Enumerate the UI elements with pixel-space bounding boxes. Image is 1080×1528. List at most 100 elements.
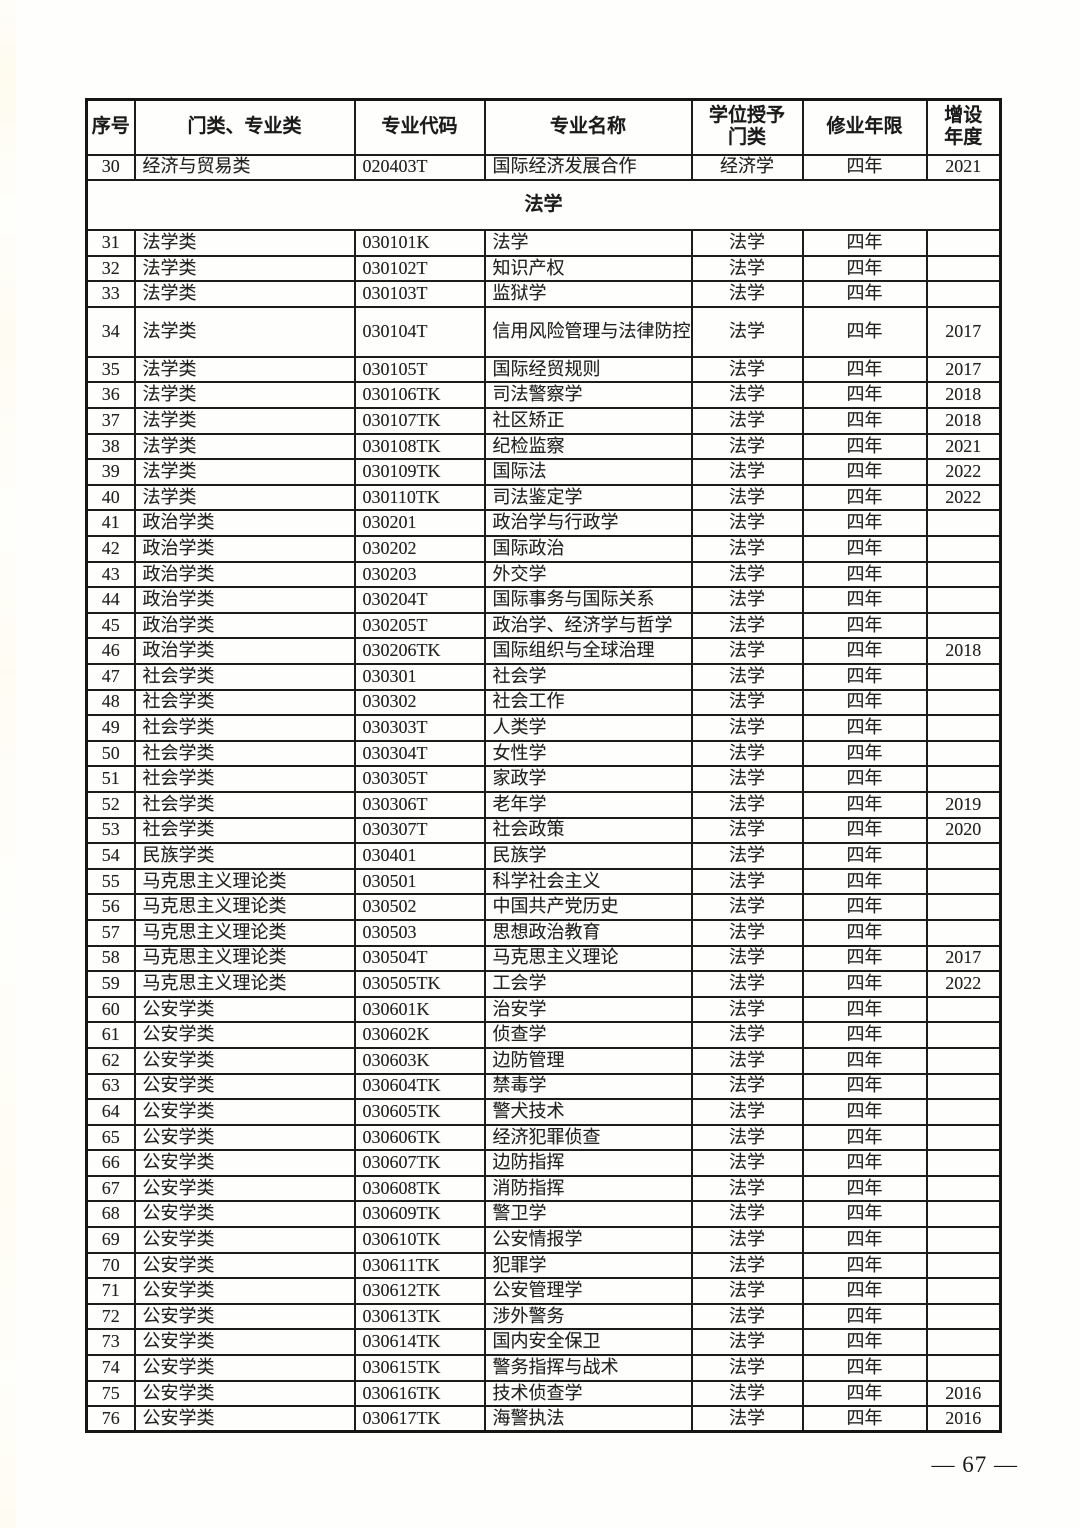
cell-major-code: 030608TK — [353, 1174, 486, 1203]
cell-major-name: 海警执法 — [483, 1405, 693, 1433]
cell-major-code: 030607TK — [353, 1149, 486, 1177]
cell-major-name: 知识产权 — [483, 254, 693, 283]
cell-major-code: 030206TK — [353, 637, 486, 665]
cell-category: 马克思主义理论类 — [133, 893, 356, 921]
table-row: 59 马克思主义理论类 030505TK 工会学 法学 四年 2022 — [85, 970, 1002, 998]
cell-serial-number: 57 — [85, 918, 136, 947]
cell-category: 公安学类 — [133, 995, 356, 1024]
cell-category: 社会学类 — [133, 688, 356, 717]
cell-major-name: 政治学与行政学 — [483, 509, 693, 538]
cell-study-duration: 四年 — [801, 1149, 928, 1177]
cell-year-added — [925, 1200, 1002, 1229]
table-row: 71 公安学类 030612TK 公安管理学 法学 四年 — [85, 1277, 1002, 1305]
cell-major-name: 经济犯罪侦查 — [483, 1123, 693, 1152]
cell-degree-category: 法学 — [690, 381, 804, 410]
table-row: 66 公安学类 030607TK 边防指挥 法学 四年 — [85, 1149, 1002, 1177]
cell-year-added: 2016 — [925, 1405, 1002, 1433]
cell-category: 法学类 — [133, 381, 356, 410]
cell-major-code: 030605TK — [353, 1098, 486, 1126]
cell-year-added: 2016 — [925, 1379, 1002, 1408]
cell-major-code: 030305T — [353, 765, 486, 793]
cell-category: 社会学类 — [133, 714, 356, 742]
cell-category: 政治学类 — [133, 637, 356, 665]
cell-major-name: 司法警察学 — [483, 381, 693, 410]
cell-study-duration: 四年 — [801, 1174, 928, 1203]
cell-major-name: 禁毒学 — [483, 1072, 693, 1101]
cell-year-added — [925, 254, 1002, 283]
cell-year-added — [925, 1021, 1002, 1049]
cell-category: 法学类 — [133, 254, 356, 283]
cell-major-name: 社会学 — [483, 663, 693, 691]
cell-degree-category: 法学 — [690, 1354, 804, 1382]
cell-category: 公安学类 — [133, 1251, 356, 1280]
cell-year-added — [925, 229, 1002, 257]
cell-major-name: 民族学 — [483, 842, 693, 870]
cell-degree-category: 法学 — [690, 944, 804, 973]
cell-year-added: 2020 — [925, 816, 1002, 845]
cell-degree-category: 法学 — [690, 1226, 804, 1254]
cell-major-code: 030304T — [353, 739, 486, 768]
cell-major-code: 030301 — [353, 663, 486, 691]
cell-study-duration: 四年 — [801, 1021, 928, 1049]
cell-study-duration: 四年 — [801, 1379, 928, 1408]
cell-study-duration: 四年 — [801, 305, 928, 358]
cell-degree-category: 法学 — [690, 893, 804, 921]
table-row: 69 公安学类 030610TK 公安情报学 法学 四年 — [85, 1226, 1002, 1254]
cell-major-name: 家政学 — [483, 765, 693, 793]
cell-degree-category: 法学 — [690, 995, 804, 1024]
cell-serial-number: 74 — [85, 1354, 136, 1382]
cell-study-duration: 四年 — [801, 790, 928, 819]
cell-year-added — [925, 918, 1002, 947]
cell-major-code: 020403T — [353, 153, 486, 182]
cell-serial-number: 35 — [85, 355, 136, 384]
cell-year-added — [925, 663, 1002, 691]
cell-year-added: 2022 — [925, 458, 1002, 486]
cell-degree-category: 经济学 — [690, 153, 804, 182]
cell-degree-category: 法学 — [690, 483, 804, 512]
cell-major-name: 监狱学 — [483, 280, 693, 308]
cell-degree-category: 法学 — [690, 560, 804, 589]
cell-degree-category: 法学 — [690, 842, 804, 870]
column-header: 门类、专业类 — [133, 98, 356, 156]
cell-degree-category: 法学 — [690, 816, 804, 845]
cell-year-added — [925, 1302, 1002, 1331]
cell-study-duration: 四年 — [801, 560, 928, 589]
table-row: 62 公安学类 030603K 边防管理 法学 四年 — [85, 1046, 1002, 1075]
cell-study-duration: 四年 — [801, 381, 928, 410]
cell-degree-category: 法学 — [690, 535, 804, 563]
cell-year-added — [925, 560, 1002, 589]
cell-major-code: 030503 — [353, 918, 486, 947]
cell-degree-category: 法学 — [690, 586, 804, 614]
cell-category: 公安学类 — [133, 1072, 356, 1101]
table-row: 63 公安学类 030604TK 禁毒学 法学 四年 — [85, 1072, 1002, 1101]
cell-degree-category: 法学 — [690, 1046, 804, 1075]
cell-serial-number: 53 — [85, 816, 136, 845]
cell-degree-category: 法学 — [690, 970, 804, 998]
cell-major-code: 030106TK — [353, 381, 486, 410]
table-row: 41 政治学类 030201 政治学与行政学 法学 四年 — [85, 509, 1002, 538]
cell-serial-number: 69 — [85, 1226, 136, 1254]
cell-degree-category: 法学 — [690, 1174, 804, 1203]
section-title: 法学 — [85, 179, 1002, 232]
cell-study-duration: 四年 — [801, 1098, 928, 1126]
table-head: 序号 门类、专业类 专业代码 专业名称 学位授予 门类 修业年限 增设 年度 — [85, 98, 1002, 156]
cell-serial-number: 43 — [85, 560, 136, 589]
cell-category: 公安学类 — [133, 1328, 356, 1357]
cell-study-duration: 四年 — [801, 432, 928, 461]
cell-major-code: 030303T — [353, 714, 486, 742]
table-row: 36 法学类 030106TK 司法警察学 法学 四年 2018 — [85, 381, 1002, 410]
cell-major-name: 国内安全保卫 — [483, 1328, 693, 1357]
cell-major-name: 边防指挥 — [483, 1149, 693, 1177]
cell-serial-number: 59 — [85, 970, 136, 998]
cell-serial-number: 60 — [85, 995, 136, 1024]
cell-serial-number: 75 — [85, 1379, 136, 1408]
column-header: 修业年限 — [801, 98, 928, 156]
cell-serial-number: 31 — [85, 229, 136, 257]
cell-major-name: 马克思主义理论 — [483, 944, 693, 973]
cell-degree-category: 法学 — [690, 739, 804, 768]
cell-year-added — [925, 842, 1002, 870]
cell-major-name: 中国共产党历史 — [483, 893, 693, 921]
cell-category: 公安学类 — [133, 1046, 356, 1075]
cell-major-name: 司法鉴定学 — [483, 483, 693, 512]
